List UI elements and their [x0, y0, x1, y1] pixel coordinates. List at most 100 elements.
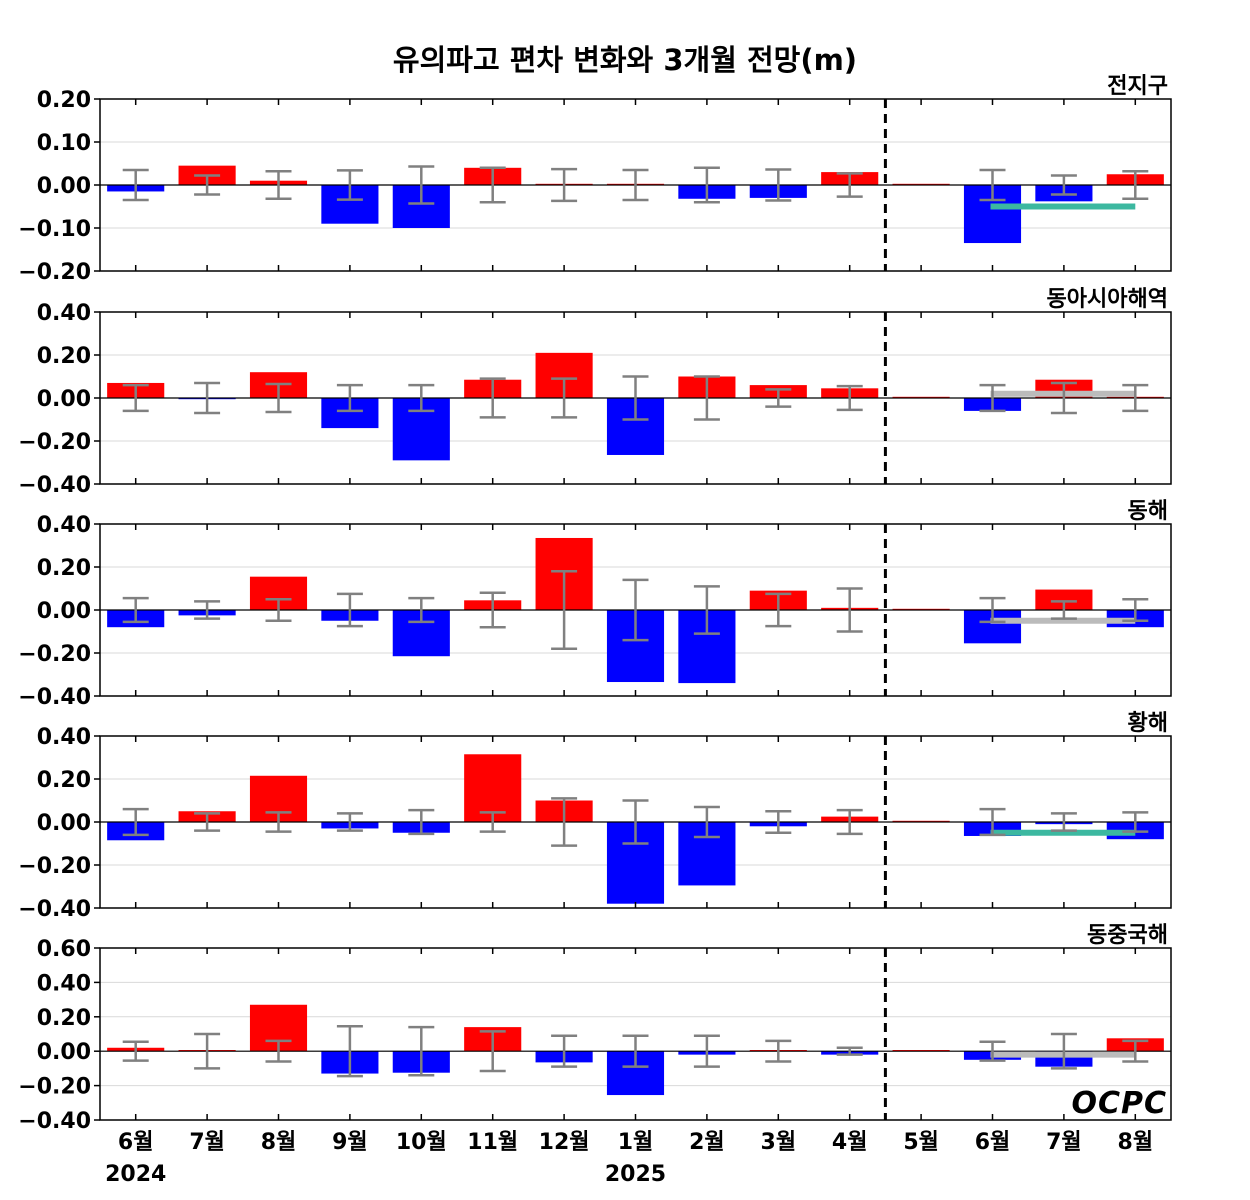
errorbar-3-14 [1122, 811, 1149, 833]
errorbar-2-1 [194, 600, 221, 620]
errorbar-3-4 [408, 808, 435, 836]
errorbar-0-3 [336, 169, 363, 201]
errorbar-4-14 [1122, 1039, 1149, 1063]
panel-5: 0.60 0.40 0.20 0.00 −0.20 −0.40 동중국해 [18, 923, 1172, 1134]
errorbar-0-14 [1122, 169, 1149, 201]
errorbar-0-6 [551, 167, 578, 203]
errorbar-2-2 [265, 598, 292, 622]
x-tick-label: 3월 [761, 1130, 797, 1155]
year-label: 2024 [105, 1162, 166, 1187]
ocpc-logo: OCPC [1071, 1086, 1167, 1121]
errorbar-0-10 [836, 172, 863, 198]
panel-title: 동해 [1128, 499, 1168, 524]
y-tick-label: −0.20 [18, 430, 91, 455]
errorbar-3-13 [1050, 812, 1077, 832]
errorbar-1-5 [479, 377, 506, 419]
errorbar-4-5 [479, 1030, 506, 1073]
x-tick-label: 6월 [118, 1130, 154, 1155]
errorbar-0-7 [622, 168, 649, 202]
errorbar-3-7 [622, 799, 649, 845]
panel-2: 0.40 0.20 0.00 −0.20 −0.40 동아시아해역 [18, 287, 1172, 498]
errorbar-2-7 [622, 578, 649, 642]
x-tick-label: 8월 [1118, 1130, 1154, 1155]
errorbar-0-12 [979, 168, 1006, 202]
errorbar-3-9 [765, 810, 792, 834]
errorbar-3-2 [265, 811, 292, 833]
x-tick-label: 6월 [975, 1130, 1011, 1155]
x-axis-labels: 6월 7월 8월 9월 10월 11월 12월 1월 2월 3월 4월 5월 6월 7월 8월 2024 202… [105, 1130, 1153, 1187]
errorbar-4-7 [622, 1034, 649, 1068]
panel-4: 0.40 0.20 0.00 −0.20 −0.40 황해 [18, 711, 1172, 922]
errorbar-0-5 [479, 166, 506, 204]
errorbar-4-0 [122, 1040, 149, 1062]
errorbar-4-3 [336, 1025, 363, 1078]
y-tick-label: −0.40 [18, 897, 91, 922]
errorbar-4-13 [1050, 1032, 1077, 1070]
errorbar-1-14 [1122, 383, 1149, 413]
y-tick-label: −0.20 [18, 854, 91, 879]
errorbar-1-4 [408, 383, 435, 413]
panel-title: 동아시아해역 [1047, 287, 1168, 312]
errorbar-1-6 [551, 377, 578, 419]
year-label: 2025 [605, 1162, 666, 1187]
x-tick-label: 1월 [618, 1130, 654, 1155]
errorbar-0-13 [1050, 174, 1077, 196]
errorbar-0-4 [408, 165, 435, 205]
errorbar-1-10 [836, 384, 863, 412]
x-tick-label: 12월 [539, 1130, 590, 1155]
x-tick-label: 8월 [261, 1130, 297, 1155]
errorbar-4-1 [194, 1032, 221, 1070]
y-tick-label: 0.10 [37, 131, 91, 156]
y-tick-label: 0.00 [37, 174, 91, 199]
errorbar-2-4 [408, 596, 435, 624]
errorbar-0-9 [765, 168, 792, 202]
errorbar-3-0 [122, 807, 149, 837]
y-tick-label: 0.40 [37, 725, 91, 750]
y-tick-label: −0.20 [18, 260, 91, 285]
bar-3-5 [464, 754, 522, 822]
errorbar-1-12 [979, 383, 1006, 413]
errorbar-0-1 [194, 174, 221, 196]
errorbar-4-4 [408, 1025, 435, 1077]
y-tick-label: −0.40 [18, 473, 91, 498]
errorbar-3-5 [479, 811, 506, 833]
errorbar-1-3 [336, 383, 363, 413]
y-tick-label: 0.00 [37, 811, 91, 836]
errorbar-1-9 [765, 388, 792, 408]
y-tick-label: 0.00 [37, 387, 91, 412]
errorbar-2-6 [551, 570, 578, 650]
errorbar-2-3 [336, 592, 363, 628]
y-tick-label: −0.10 [18, 217, 91, 242]
errorbar-3-12 [979, 807, 1006, 837]
errorbar-1-0 [122, 383, 149, 413]
y-tick-label: 0.20 [37, 768, 91, 793]
errorbar-4-6 [551, 1034, 578, 1068]
x-tick-label: 7월 [189, 1130, 225, 1155]
errorbar-2-5 [479, 591, 506, 629]
errorbar-4-9 [765, 1039, 792, 1063]
x-tick-label: 7월 [1046, 1130, 1082, 1155]
y-tick-label: 0.60 [37, 937, 91, 962]
y-tick-label: −0.40 [18, 685, 91, 710]
errorbar-1-13 [1050, 381, 1077, 415]
bar-2-13 [1035, 589, 1093, 610]
errorbar-2-13 [1050, 600, 1077, 620]
x-tick-label: 4월 [832, 1130, 868, 1155]
errorbar-4-12 [979, 1040, 1006, 1062]
y-tick-label: 0.20 [37, 88, 91, 113]
errorbar-1-7 [622, 375, 649, 421]
errorbar-3-6 [551, 797, 578, 847]
y-tick-label: −0.20 [18, 642, 91, 667]
errorbar-2-8 [693, 585, 720, 635]
panel-3: 0.40 0.20 0.00 −0.20 −0.40 동해 [18, 499, 1172, 710]
errorbar-3-1 [194, 812, 221, 832]
x-tick-label: 9월 [332, 1130, 368, 1155]
x-tick-label: 5월 [903, 1130, 939, 1155]
chart-title: 유의파고 편차 변화와 3개월 전망(m) [393, 43, 857, 77]
errorbar-0-2 [265, 169, 292, 201]
y-tick-label: 0.00 [37, 599, 91, 624]
errorbar-3-10 [836, 808, 863, 836]
errorbar-0-8 [693, 166, 720, 204]
y-tick-label: 0.20 [37, 1006, 91, 1031]
